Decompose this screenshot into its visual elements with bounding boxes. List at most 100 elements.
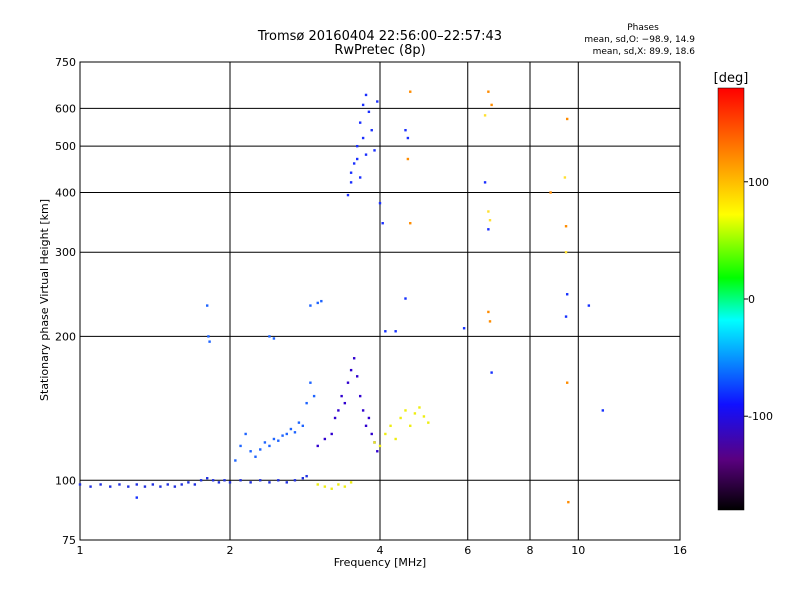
colorbar-label: [deg] — [714, 71, 749, 86]
data-point — [268, 444, 271, 448]
data-point — [193, 483, 197, 486]
data-point — [404, 297, 407, 300]
data-point — [277, 479, 280, 482]
data-point — [78, 483, 82, 486]
data-point — [427, 421, 430, 424]
data-point — [404, 128, 407, 132]
data-point — [312, 394, 316, 398]
data-point — [289, 427, 293, 431]
data-point — [487, 90, 490, 93]
y-tick-label: 750 — [55, 56, 76, 69]
data-point — [355, 375, 359, 378]
chart-title: Tromsø 20160404 22:56:00–22:57:43 — [257, 29, 502, 44]
data-point — [268, 481, 271, 484]
data-point — [352, 357, 356, 360]
data-point — [180, 483, 183, 486]
data-point — [330, 487, 333, 490]
data-point — [384, 330, 387, 333]
data-point — [361, 409, 365, 412]
data-point — [406, 157, 410, 161]
grid-lines — [80, 62, 680, 540]
data-point — [422, 415, 426, 418]
y-axis-label: Stationary phase Virtual Height [km] — [38, 199, 51, 401]
data-point — [355, 144, 359, 148]
data-point — [293, 479, 297, 482]
data-point — [378, 444, 382, 448]
data-point — [355, 157, 359, 161]
data-point — [309, 304, 312, 307]
x-tick-label: 16 — [673, 544, 687, 557]
chart-subtitle: RwPretec (8p) — [334, 43, 425, 58]
data-point — [346, 381, 350, 384]
data-point — [173, 485, 177, 488]
data-point — [346, 193, 350, 197]
data-point — [223, 479, 226, 482]
data-point — [99, 483, 102, 486]
data-point — [249, 450, 252, 453]
data-point — [384, 432, 387, 436]
data-point — [404, 409, 407, 412]
x-tick-label: 8 — [527, 544, 534, 557]
data-point — [367, 110, 371, 114]
data-point — [89, 485, 92, 488]
data-point — [373, 149, 376, 152]
y-tick-label: 600 — [55, 102, 76, 115]
data-point — [399, 416, 402, 420]
data-point — [462, 327, 466, 330]
data-point — [563, 176, 567, 179]
y-tick-label: 400 — [55, 186, 76, 199]
x-tick-label: 2 — [227, 544, 234, 557]
data-point — [361, 136, 365, 140]
data-point — [358, 176, 362, 179]
x-axis-label: Frequency [MHz] — [334, 556, 426, 569]
data-point — [406, 136, 410, 140]
data-point — [488, 320, 492, 323]
data-point — [244, 432, 247, 436]
y-tick-label: 200 — [55, 330, 76, 343]
data-point — [349, 368, 353, 372]
data-point — [549, 191, 552, 194]
y-axis-ticks: 75 100 200 300 400 500 600 750 — [55, 56, 76, 547]
y-tick-label: 75 — [62, 534, 76, 547]
data-point — [565, 381, 569, 384]
data-point — [389, 424, 392, 428]
x-tick-label: 1 — [77, 544, 84, 557]
data-point — [364, 93, 368, 97]
data-point — [151, 483, 155, 486]
data-point — [254, 455, 257, 458]
data-point — [285, 432, 288, 436]
data-point — [316, 301, 319, 305]
data-point — [487, 228, 490, 231]
data-point — [564, 315, 568, 318]
data-point — [127, 485, 130, 488]
data-point — [263, 441, 267, 444]
data-point — [394, 330, 397, 333]
data-point — [217, 481, 221, 484]
data-point — [358, 121, 362, 124]
data-point — [349, 171, 353, 174]
colorbar-ticks: 100 0 -100 — [744, 176, 773, 423]
data-point — [305, 474, 308, 478]
data-point — [483, 181, 487, 184]
data-point — [187, 481, 190, 484]
data-point — [370, 432, 373, 436]
data-point — [565, 117, 569, 121]
data-point — [281, 434, 284, 437]
data-point — [323, 485, 327, 488]
data-point — [323, 437, 327, 441]
data-point — [272, 337, 276, 340]
colorbar-tick-label: 100 — [748, 176, 769, 189]
data-point — [259, 479, 262, 482]
data-point — [159, 485, 162, 488]
data-point — [601, 409, 605, 412]
data-point — [135, 483, 138, 486]
x-axis-ticks: 1 2 4 6 8 10 16 — [77, 544, 688, 557]
data-point — [409, 222, 412, 225]
data-point — [343, 485, 347, 488]
data-point — [337, 409, 340, 412]
data-point — [109, 485, 112, 488]
data-point — [118, 483, 121, 486]
data-point — [143, 485, 147, 488]
data-point — [309, 381, 312, 384]
